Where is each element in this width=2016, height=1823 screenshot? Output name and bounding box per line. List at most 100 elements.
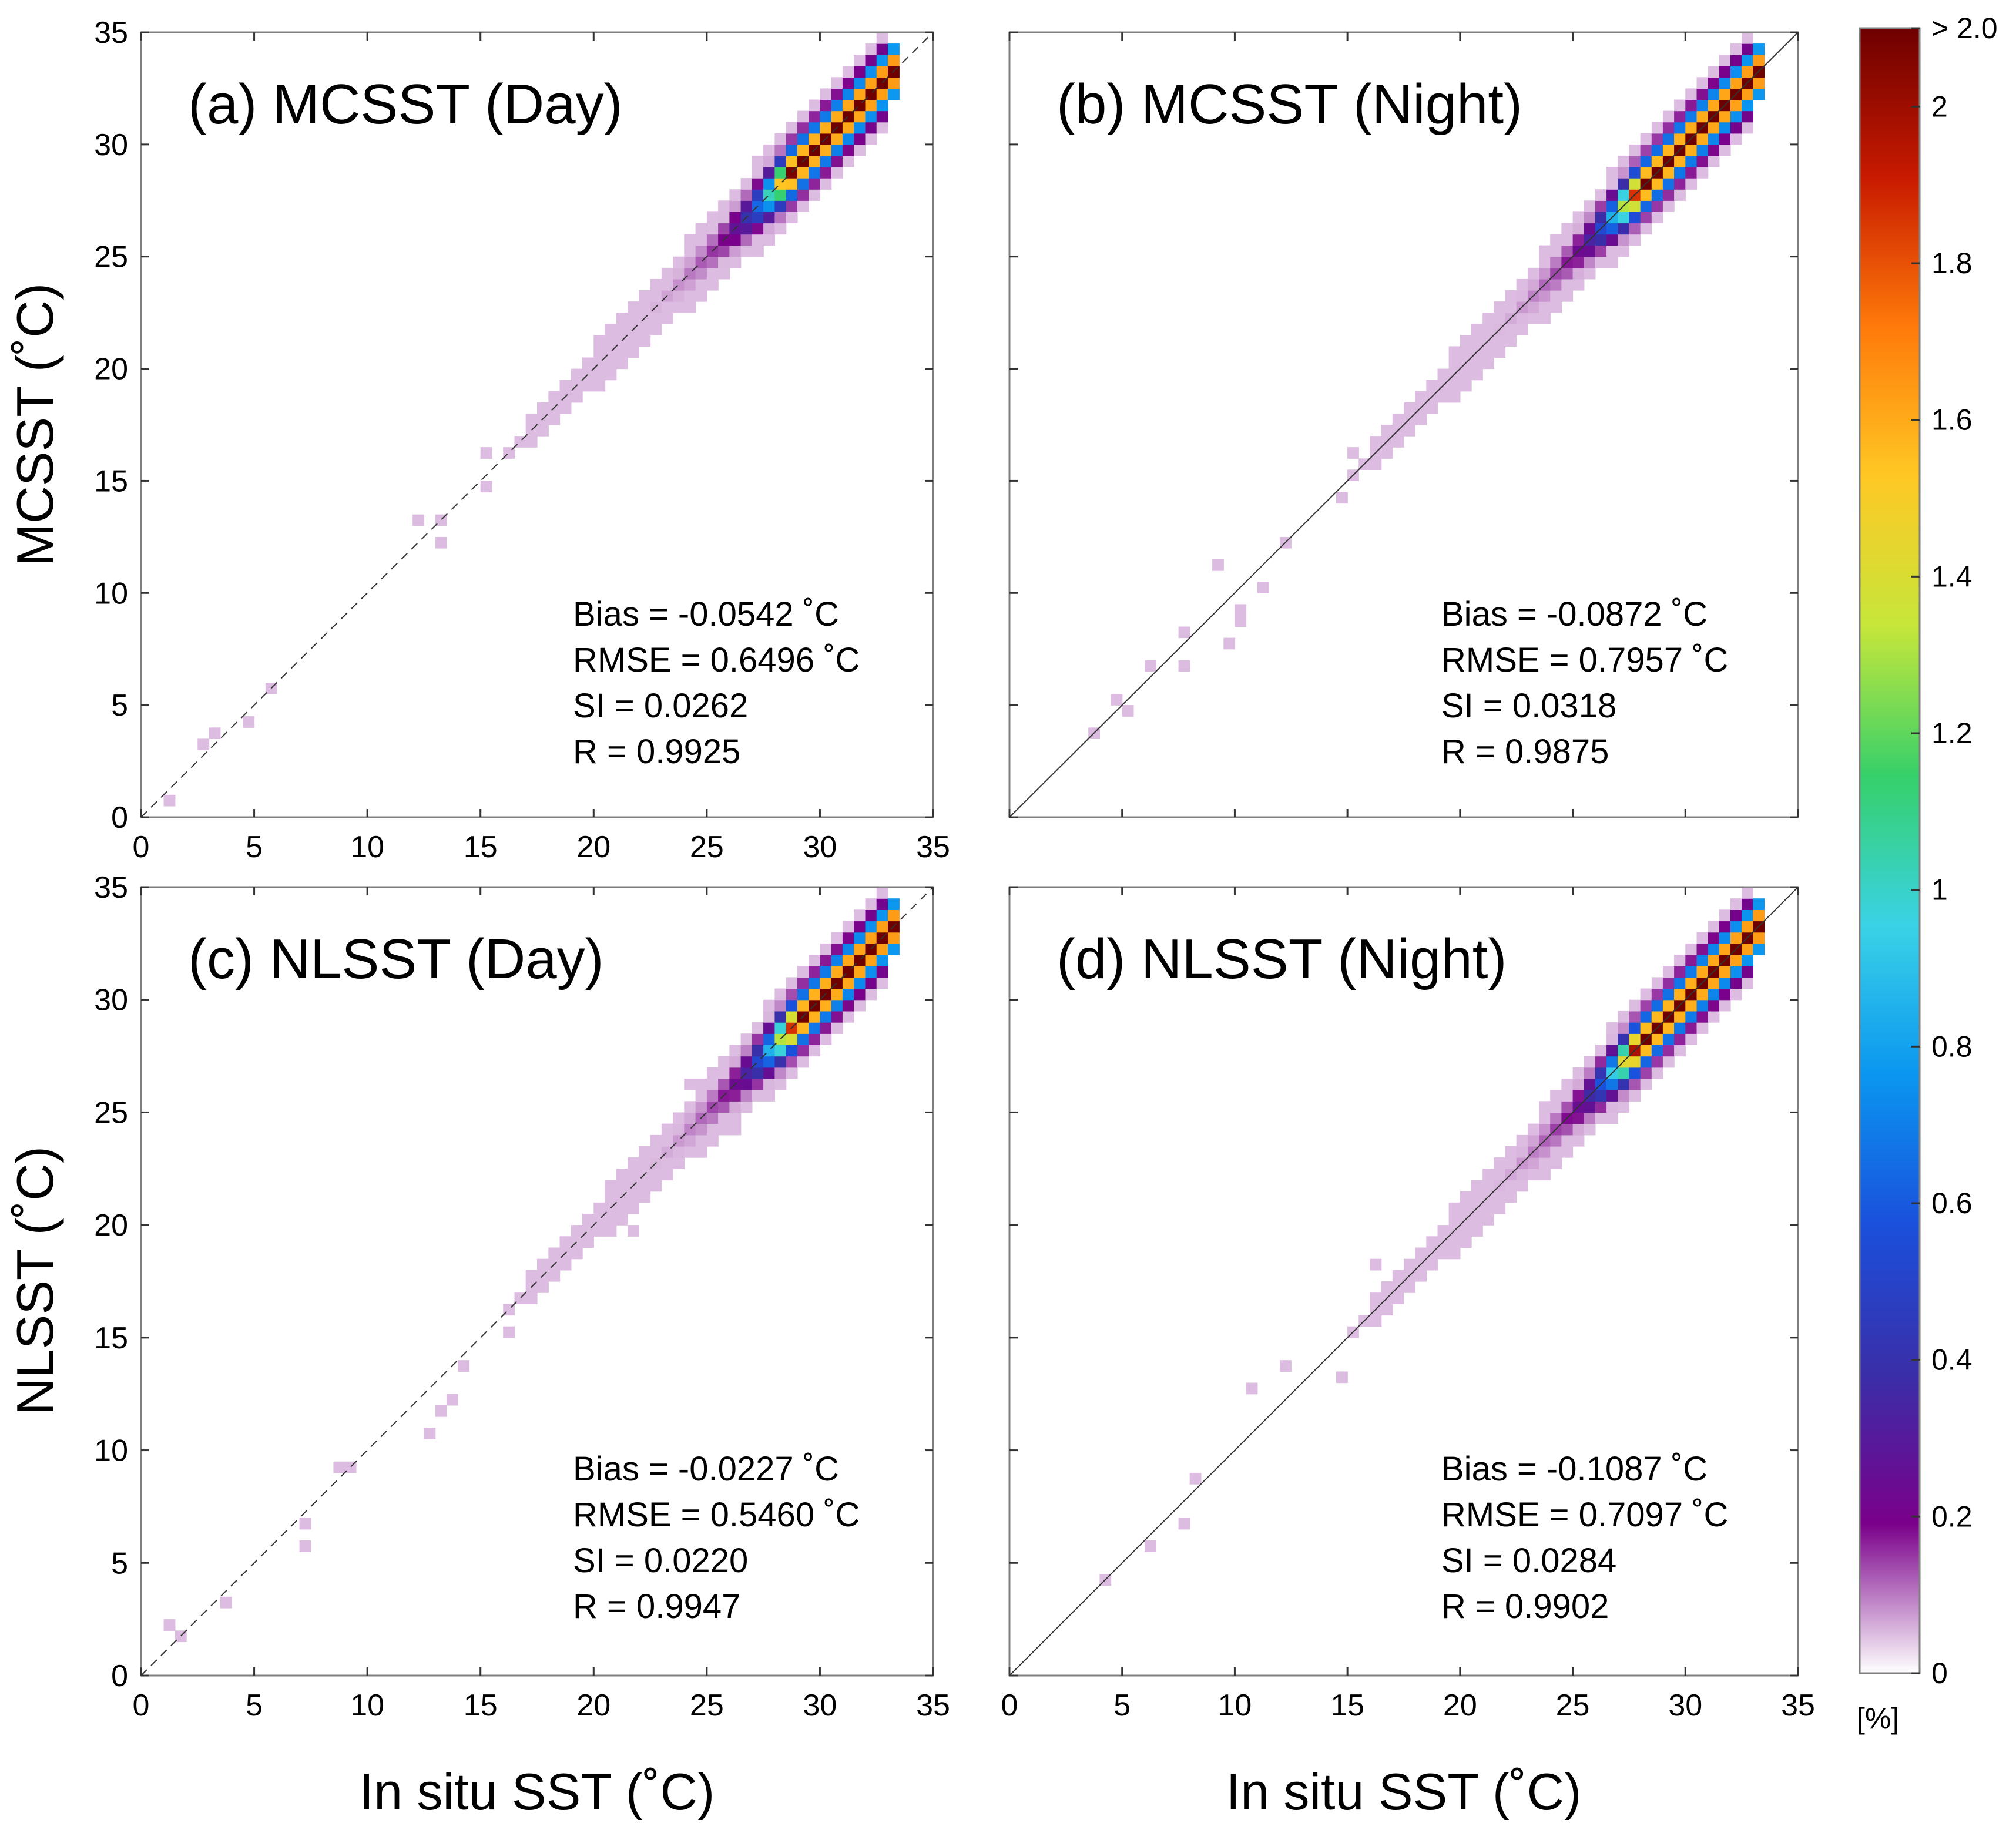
one-to-one-line — [1009, 887, 1799, 1676]
density-cell — [650, 290, 662, 302]
density-cell — [1629, 155, 1641, 167]
stat-rmse: RMSE = 0.7957 ˚C — [1441, 641, 1728, 679]
density-cell — [1606, 223, 1618, 235]
density-cell — [593, 380, 606, 392]
density-cell — [1550, 290, 1562, 302]
density-cell — [616, 1202, 628, 1214]
density-cell — [1662, 122, 1675, 134]
density-cell — [1662, 110, 1675, 123]
density-cell — [1662, 189, 1675, 201]
density-cell — [661, 1134, 673, 1147]
density-cell — [820, 966, 832, 978]
density-cell — [752, 1078, 764, 1090]
density-cell — [786, 977, 798, 989]
density-cell — [763, 178, 775, 190]
density-cell — [1708, 932, 1720, 944]
density-cell — [1539, 1169, 1551, 1181]
density-cell — [763, 211, 775, 224]
density-cell — [820, 955, 832, 966]
density-cell — [1742, 110, 1753, 123]
density-cell — [1685, 99, 1698, 112]
density-cell — [888, 43, 900, 55]
density-cell — [1527, 301, 1539, 313]
density-cell — [854, 966, 866, 978]
density-cell — [854, 66, 866, 78]
density-cell — [1505, 290, 1517, 302]
density-cell — [820, 999, 832, 1012]
density-cell — [1629, 1067, 1641, 1079]
density-cell — [1730, 122, 1742, 134]
density-cell — [1606, 1090, 1618, 1102]
density-cell — [1572, 1067, 1585, 1079]
density-cell — [605, 1191, 617, 1203]
density-cell — [1460, 1191, 1472, 1203]
density-cell — [786, 178, 798, 190]
density-cell — [854, 133, 866, 145]
density-cell — [661, 278, 673, 291]
density-cell — [1618, 1022, 1630, 1034]
density-cell — [842, 1010, 854, 1023]
density-cell — [684, 1112, 696, 1124]
density-cell — [740, 1045, 753, 1057]
density-cell — [1708, 955, 1720, 966]
density-cell — [786, 1056, 798, 1068]
density-cell — [1730, 43, 1742, 55]
density-cell — [1742, 99, 1753, 112]
density-cell — [571, 391, 583, 403]
density-cell — [865, 921, 877, 933]
density-cell — [684, 301, 696, 313]
density-cell — [876, 55, 888, 66]
density-cell — [639, 324, 651, 335]
density-cell — [684, 1146, 696, 1158]
density-cell — [888, 898, 900, 910]
density-cell — [797, 189, 809, 201]
density-cell — [684, 1134, 696, 1147]
density-cell — [854, 144, 866, 156]
stat-rmse: RMSE = 0.6496 ˚C — [573, 641, 860, 679]
density-cell — [628, 346, 639, 358]
density-cell — [1494, 301, 1506, 313]
density-cell — [820, 167, 832, 179]
density-cell — [1618, 234, 1630, 246]
x-tick-label: 5 — [1113, 1688, 1131, 1723]
stat-si: SI = 0.0284 — [1441, 1542, 1616, 1580]
density-cell — [1527, 1123, 1539, 1136]
density-cell — [1618, 223, 1630, 235]
density-cell — [1460, 380, 1472, 392]
density-cell — [1505, 1180, 1517, 1192]
density-cell — [1595, 1112, 1607, 1124]
x-tick-label: 10 — [350, 1688, 384, 1723]
density-cell — [650, 1180, 662, 1192]
density-cell — [763, 234, 775, 246]
y-tick-label: 5 — [111, 689, 128, 723]
colorbar-ticks: 0 0.2 0.4 0.6 0.8 1 1.2 1.4 1.6 1.8 2 > 2.0 — [1911, 12, 1998, 1690]
density-cell — [1392, 436, 1404, 448]
density-cell — [1730, 932, 1742, 944]
density-cell — [831, 155, 843, 167]
density-cell — [1426, 1236, 1438, 1248]
density-cell — [786, 1033, 798, 1045]
density-cell — [718, 200, 730, 212]
density-cell — [854, 77, 866, 89]
density-cell — [1629, 1056, 1641, 1068]
density-cell — [865, 122, 877, 134]
density-cell — [695, 1101, 707, 1113]
density-cell — [763, 200, 775, 212]
density-cell — [1719, 110, 1731, 123]
density-cell — [820, 1010, 832, 1023]
density-cell — [673, 1123, 685, 1136]
density-cell — [1516, 324, 1528, 335]
x-tick-label: 15 — [464, 1688, 498, 1723]
density-cell — [1742, 43, 1753, 55]
density-cell — [559, 402, 572, 414]
density-cell — [1561, 234, 1574, 246]
density-cell — [729, 1123, 742, 1136]
density-cell — [1370, 1315, 1382, 1327]
plot-frame — [1008, 31, 1799, 818]
density-cell — [1753, 77, 1765, 89]
density-cell — [797, 977, 809, 989]
density-cell — [1719, 77, 1731, 89]
density-cell — [1662, 1056, 1675, 1068]
density-cell — [1719, 943, 1731, 955]
density-cell — [1719, 921, 1731, 933]
